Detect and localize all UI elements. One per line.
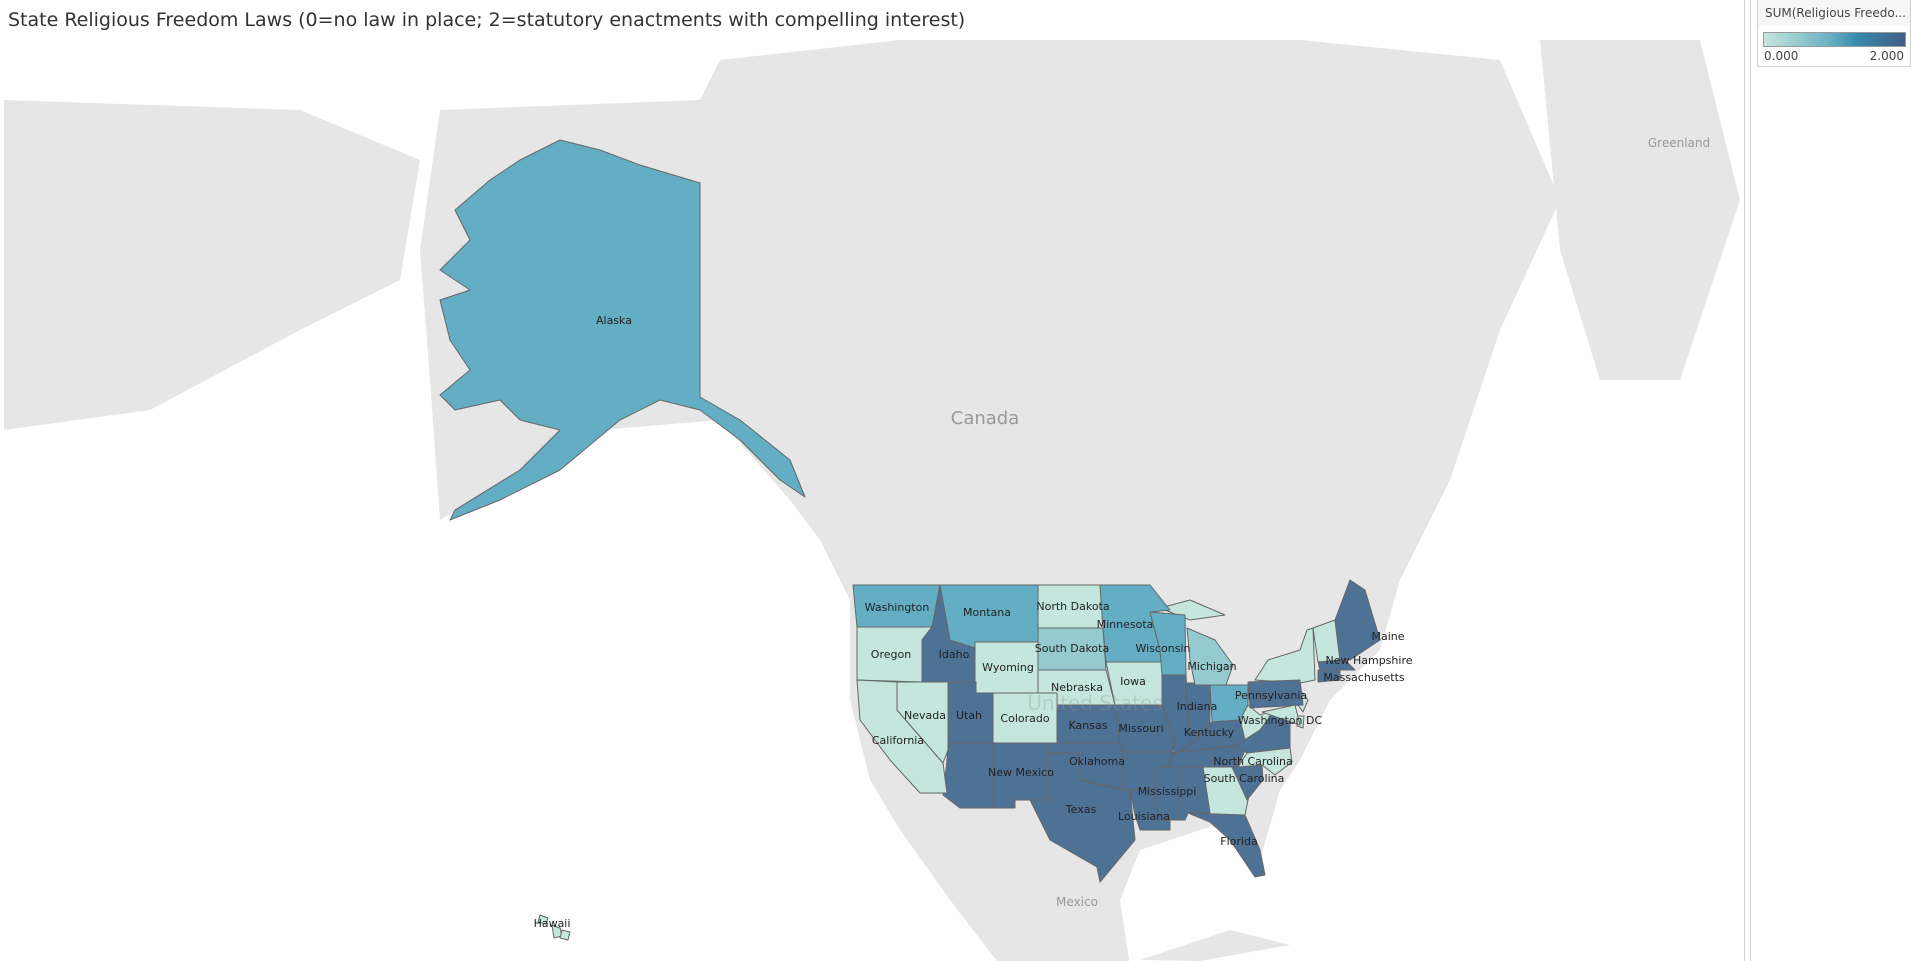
- state-label-mississippi: Mississippi: [1138, 785, 1197, 798]
- legend-min-label: 0.000: [1764, 49, 1799, 63]
- choropleth-map[interactable]: Canada Mexico Greenland United States Al…: [4, 40, 1744, 961]
- legend-title: SUM(Religious Freedo...: [1758, 0, 1910, 26]
- basemap-labels: Canada Mexico Greenland United States: [951, 136, 1710, 909]
- state-region[interactable]: [942, 742, 994, 809]
- caribbean-landmass: [1140, 930, 1290, 961]
- state-missouri[interactable]: [1114, 704, 1176, 753]
- state-label-north-dakota: North Dakota: [1036, 600, 1109, 613]
- state-label-indiana: Indiana: [1177, 700, 1218, 713]
- state-label-nevada: Nevada: [904, 709, 946, 722]
- state-label-oklahoma: Oklahoma: [1069, 755, 1125, 768]
- state-label-kansas: Kansas: [1069, 719, 1108, 732]
- state-florida[interactable]: [1187, 812, 1266, 878]
- state-kentucky[interactable]: [1177, 719, 1246, 753]
- legend-max-label: 2.000: [1869, 49, 1904, 63]
- state-alaska[interactable]: [439, 139, 806, 521]
- state-label-oregon: Oregon: [871, 648, 911, 661]
- legend-gradient-bar: [1763, 32, 1906, 47]
- state-north-carolina[interactable]: [1237, 747, 1293, 776]
- state-label-new-mexico: New Mexico: [988, 766, 1054, 779]
- state-label-montana: Montana: [963, 606, 1011, 619]
- canada-label: Canada: [951, 408, 1020, 429]
- state-label-texas: Texas: [1065, 803, 1097, 816]
- state-label-kentucky: Kentucky: [1184, 726, 1235, 739]
- state-label-wisconsin: Wisconsin: [1136, 642, 1191, 655]
- state-label-washington: Washington: [865, 601, 930, 614]
- state-label-north-carolina: North Carolina: [1213, 755, 1293, 768]
- state-label-south-dakota: South Dakota: [1035, 642, 1109, 655]
- state-label-florida: Florida: [1220, 835, 1257, 848]
- state-pennsylvania[interactable]: [1247, 679, 1304, 709]
- state-label-michigan: Michigan: [1187, 660, 1236, 673]
- basemap-land: [4, 40, 1740, 961]
- state-massachusetts[interactable]: [1317, 659, 1356, 671]
- state-label-pennsylvania: Pennsylvania: [1235, 689, 1307, 702]
- state-label-maine: Maine: [1371, 630, 1404, 643]
- state-hawaii[interactable]: [537, 914, 549, 925]
- state-label-massachusetts: Massachusetts: [1323, 671, 1405, 684]
- state-wisconsin[interactable]: [1149, 611, 1187, 676]
- state-label-south-carolina: South Carolina: [1204, 772, 1285, 785]
- state-label-nebraska: Nebraska: [1051, 681, 1103, 694]
- state-region[interactable]: [1254, 627, 1316, 684]
- state-label-colorado: Colorado: [1000, 712, 1049, 725]
- state-label-washington-dc: Washington DC: [1238, 714, 1323, 727]
- state-label-california: California: [872, 734, 924, 747]
- state-label-louisiana: Louisiana: [1118, 810, 1170, 823]
- state-mississippi[interactable]: [1156, 766, 1179, 821]
- page-title: State Religious Freedom Laws (0=no law i…: [8, 9, 966, 31]
- state-texas[interactable]: [1029, 752, 1136, 883]
- state-label-alaska: Alaska: [596, 314, 632, 327]
- state-regions: [439, 139, 1381, 941]
- state-label-minnesota: Minnesota: [1097, 618, 1154, 631]
- state-label-wyoming: Wyoming: [982, 661, 1034, 674]
- state-washington-dc[interactable]: [1261, 704, 1301, 726]
- color-legend[interactable]: SUM(Religious Freedo... 0.000 2.000: [1757, 0, 1911, 67]
- state-label-idaho: Idaho: [939, 648, 970, 661]
- state-label-new-hampshire: New Hampshire: [1325, 654, 1412, 667]
- asia-landmass: [4, 100, 420, 430]
- state-label-missouri: Missouri: [1118, 722, 1163, 735]
- state-label-iowa: Iowa: [1120, 675, 1146, 688]
- state-label-utah: Utah: [956, 709, 982, 722]
- view-divider: [1744, 0, 1745, 961]
- greenland-landmass: [1540, 40, 1740, 380]
- state-labels: Alaska Hawaii Washington Oregon California Ne…: [534, 314, 1413, 930]
- state-label-hawaii: Hawaii: [534, 917, 571, 930]
- view-divider: [1750, 0, 1751, 961]
- state-hawaii-island[interactable]: [559, 929, 571, 941]
- state-michigan[interactable]: [1186, 627, 1234, 686]
- united-states-label: United States: [1027, 691, 1162, 715]
- greenland-label: Greenland: [1648, 136, 1710, 150]
- map-view[interactable]: Canada Mexico Greenland United States Al…: [4, 40, 1744, 961]
- state-maine[interactable]: [1334, 579, 1381, 661]
- mexico-label: Mexico: [1056, 895, 1098, 909]
